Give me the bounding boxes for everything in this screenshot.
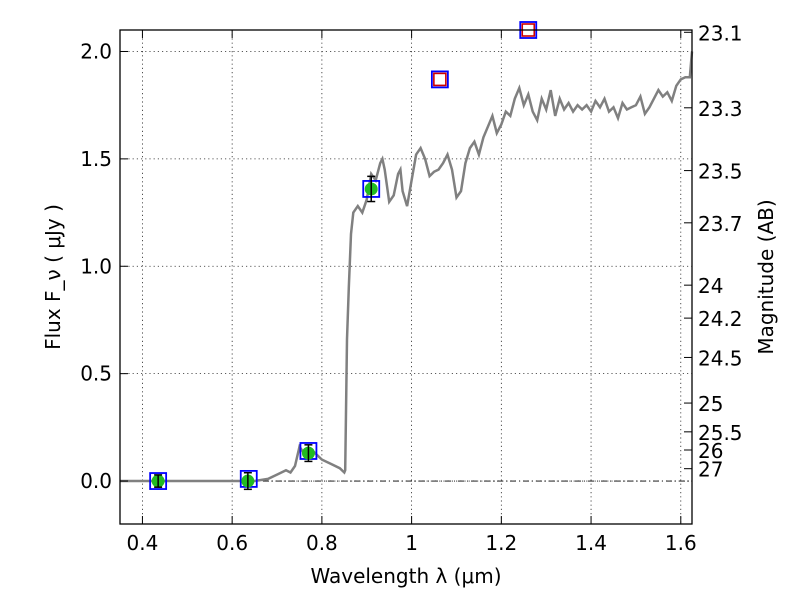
y-tick-label: 1.0 <box>80 254 112 278</box>
model-photometry-box <box>430 70 449 89</box>
y2-tick-label: 23.7 <box>698 212 743 236</box>
plot-area <box>120 51 694 483</box>
plot-frame <box>119 29 693 525</box>
model-photometry-box <box>149 472 168 490</box>
x-tick-label: 0.4 <box>127 531 159 555</box>
y2-tick-label: 23.5 <box>698 160 743 184</box>
y2-tick-label: 23.3 <box>698 97 743 121</box>
y2-tick-label: 24.2 <box>698 307 743 331</box>
y-axis-title: Flux F_ν ( μJy ) <box>41 204 65 350</box>
y2-tick-label: 24.5 <box>698 346 743 370</box>
y2-tick-label: 26 <box>698 439 723 463</box>
y2-tick-label: 25 <box>698 392 723 416</box>
markers <box>149 21 538 491</box>
model-sed-line <box>120 51 694 483</box>
y2-tick-label: 27 <box>698 458 723 482</box>
y2-tick-label: 23.1 <box>698 21 743 45</box>
y-tick-label: 2.0 <box>80 39 112 63</box>
y-tick-label: 0.0 <box>80 469 112 493</box>
y2-tick-label: 24 <box>698 274 723 298</box>
y-tick-label: 0.5 <box>80 362 112 386</box>
y-tick-label: 1.5 <box>80 147 112 171</box>
x-tick-label: 1.4 <box>575 531 607 555</box>
x-tick-label: 0.6 <box>216 531 248 555</box>
x-tick-label: 1 <box>405 531 418 555</box>
ticks: 0.4 0.6 0.8 1 1.2 1.4 1.6 0.0 0.5 1.0 1.5 2.0 23.1 23… <box>80 21 742 555</box>
upper-limit-marker <box>433 72 447 87</box>
x-tick-label: 0.8 <box>306 531 338 555</box>
y2-tick-label: 25.5 <box>698 421 743 445</box>
x-axis-title: Wavelength λ (μm) <box>310 564 501 588</box>
y2-axis-title: Magnitude (AB) <box>754 199 778 354</box>
x-tick-label: 1.2 <box>485 531 517 555</box>
x-tick-label: 1.6 <box>665 531 697 555</box>
